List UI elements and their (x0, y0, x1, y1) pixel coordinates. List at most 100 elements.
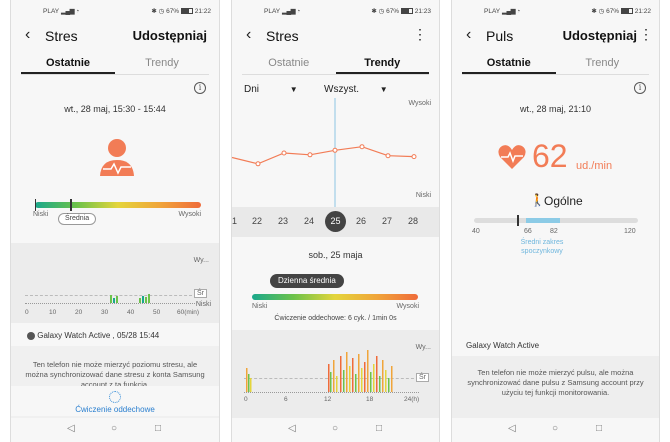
breathing-link[interactable]: Ćwiczenie oddechowe (75, 405, 155, 414)
status-bar: PLAY ▂▄▆ ◔ ✱ ◷ 67% 21:22 (452, 6, 659, 18)
tab-trends[interactable]: Trendy (145, 57, 179, 69)
chart-bar (110, 295, 112, 303)
trend-point (385, 153, 391, 159)
chart-bar (116, 296, 118, 303)
selected-date: sob., 25 maja (308, 250, 363, 260)
tab-bar: Ostatnie Trendy (242, 54, 429, 76)
share-button[interactable]: Udostępniaj (132, 28, 207, 43)
more-options-icon[interactable]: ⋮ (413, 26, 427, 42)
page-title: Stres (266, 28, 299, 44)
signal-icon: ▂▄▆ ◔ (502, 8, 520, 15)
nav-home-icon[interactable]: ○ (332, 423, 339, 434)
arrow-left-icon[interactable]: ‹ (246, 26, 252, 43)
bpm-unit: ud./min (576, 160, 613, 172)
scale-low-label: Niski (252, 303, 268, 310)
day-item[interactable]: 27 (382, 216, 393, 226)
stress-person-icon (100, 139, 134, 176)
trend-point (307, 152, 313, 158)
nav-recent-icon[interactable]: □ (155, 423, 162, 434)
stress-minute-chart: Wy... Śr Niski 0 10 20 30 40 50 60(min) (11, 243, 219, 323)
breathing-summary: Ćwiczenie oddechowe: 6 cyk. / 1min 0s (274, 315, 397, 322)
nav-back-icon[interactable]: ◁ (67, 423, 75, 434)
footer-text: Ten telefon nie może mierzyć poziomu str… (25, 360, 205, 389)
tab-bar: Ostatnie Trendy (462, 54, 649, 76)
footer-text: Ten telefon nie może mierzyć pulsu, ale … (467, 368, 644, 397)
battery-icon (180, 8, 193, 15)
info-icon[interactable]: i (194, 82, 206, 94)
app-header: ‹ Stres ⋮ (232, 24, 439, 48)
chart-low-label: Niski (195, 301, 211, 308)
nav-home-icon[interactable]: ○ (111, 423, 118, 434)
arrow-left-icon[interactable]: ‹ (466, 26, 472, 43)
nav-back-icon[interactable]: ◁ (288, 423, 296, 434)
nav-back-icon[interactable]: ◁ (508, 423, 516, 434)
nav-recent-icon[interactable]: □ (376, 423, 383, 434)
scale-high-label: Wysoki (396, 303, 420, 310)
carrier-label: PLAY (264, 8, 281, 15)
period-dropdown[interactable]: Dni ▼ (244, 84, 298, 95)
range-b: 82 (550, 228, 558, 235)
battery-percent: 67% (166, 8, 180, 15)
device-label: Galaxy Watch Active (466, 341, 540, 350)
chart-bar (145, 297, 147, 303)
day-item[interactable]: 24 (304, 216, 315, 226)
x-tick: 6 (284, 396, 288, 403)
day-item[interactable]: 22 (252, 216, 263, 226)
device-label: Galaxy Watch Active , 05/28 15:44 (37, 331, 160, 340)
trend-point (255, 161, 261, 167)
nav-recent-icon[interactable]: □ (596, 423, 603, 434)
day-item-selected[interactable]: 25 (325, 211, 346, 232)
device-row: Galaxy Watch Active , 05/28 15:44 (27, 331, 159, 340)
range-min: 40 (472, 228, 480, 235)
app-header: ‹ Puls Udostępniaj ⋮ (452, 24, 659, 48)
arrow-left-icon[interactable]: ‹ (25, 26, 31, 43)
x-tick: 20 (75, 309, 83, 316)
day-item[interactable]: 1 (232, 216, 238, 226)
heart-rate-marker (517, 215, 519, 226)
day-selector: 1 22 23 24 25 26 27 28 (232, 207, 439, 237)
chart-high-label: Wy... (415, 344, 431, 351)
day-bars (246, 350, 393, 392)
stress-marker-start (35, 199, 36, 211)
measurement-date: wt., 28 maj, 21:10 (519, 104, 592, 114)
battery-icon (620, 8, 633, 15)
measurement-date: wt., 28 maj, 15:30 - 15:44 (64, 104, 166, 114)
battery-icon (400, 8, 413, 15)
status-right: ✱ ◷ 67% 21:23 (371, 8, 431, 15)
filter-dropdown[interactable]: Wszyst. ▼ (324, 84, 388, 95)
tab-trends[interactable]: Trendy (585, 57, 620, 69)
tab-recent[interactable]: Ostatnie (21, 54, 115, 74)
chart-baseline (25, 303, 197, 304)
breathing-area: Ćwiczenie oddechowe (11, 386, 219, 416)
x-tick: 40 (127, 309, 135, 316)
carrier-label: PLAY (484, 8, 501, 15)
tab-trends[interactable]: Trendy (335, 54, 429, 74)
chart-baseline (244, 392, 419, 393)
breathing-icon[interactable] (109, 391, 121, 403)
share-button[interactable]: Udostępniaj (562, 28, 637, 43)
chevron-down-icon: ▼ (289, 85, 298, 94)
more-options-icon[interactable]: ⋮ (639, 26, 653, 42)
stress-day-chart: Wy... Śr (232, 330, 439, 418)
day-item[interactable]: 28 (408, 216, 419, 226)
average-pill: Średnia (58, 213, 97, 225)
app-header: ‹ Stres Udostępniaj (11, 24, 219, 48)
bpm-value: 62 (532, 138, 568, 174)
tab-recent[interactable]: Ostatnie (268, 57, 310, 69)
stress-scale-bar (252, 294, 418, 300)
nav-bar: ◁ ○ □ (232, 418, 439, 442)
tab-recent[interactable]: Ostatnie (462, 54, 556, 74)
trend-point (359, 144, 365, 150)
day-item[interactable]: 26 (356, 216, 367, 226)
stress-marker (70, 199, 72, 211)
signal-icon: ▂▄▆ ◔ (61, 8, 79, 15)
scale-low-label: Niski (33, 211, 49, 218)
walking-person-icon: 🚶 (530, 193, 545, 207)
trend-point (281, 150, 287, 156)
nav-home-icon[interactable]: ○ (552, 423, 559, 434)
nav-bar: ◁ ○ □ (452, 418, 659, 442)
page-title: Stres (45, 28, 78, 44)
clock: 21:22 (194, 8, 211, 15)
info-icon[interactable]: i (634, 82, 646, 94)
day-item[interactable]: 23 (278, 216, 289, 226)
